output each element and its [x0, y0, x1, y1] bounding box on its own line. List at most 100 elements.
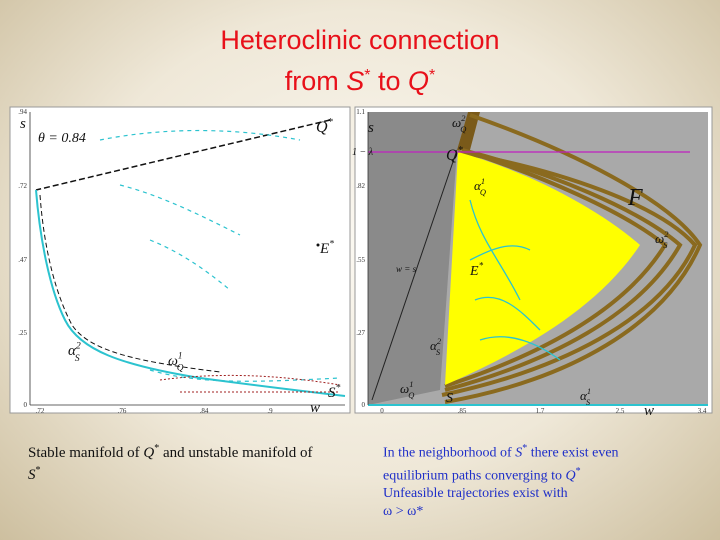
label-sup: * [458, 145, 464, 156]
label-sup: 1 [409, 379, 413, 389]
label-sub: Q [460, 124, 466, 134]
label-sup: * [479, 261, 484, 271]
y-tick-label: 0 [24, 401, 28, 409]
label-base: α [474, 178, 482, 193]
point [316, 243, 320, 247]
figure-label: w [644, 403, 654, 419]
figure-label: ω2 S [655, 229, 669, 250]
label-base: s [20, 116, 26, 132]
manifold-curve [35, 119, 331, 191]
x-tick-label: 0 [380, 407, 384, 415]
figure-label: α2 S [68, 340, 81, 364]
y-tick-label: .27 [356, 329, 365, 337]
y-tick-label: .82 [356, 182, 365, 190]
y-tick-label: 1.1 [356, 108, 365, 116]
x-tick-label: 1.7 [536, 407, 545, 415]
trajectory [159, 374, 341, 393]
label-sub: S [75, 353, 80, 364]
label-base: ω [400, 381, 409, 396]
figure-label: ω1 Q [168, 351, 184, 373]
y-tick-label: .94 [18, 108, 27, 116]
caption-line: In the neighborhood of S* there exist ev… [383, 440, 683, 485]
striped-region [441, 113, 703, 404]
y-tick-label: 0 [362, 401, 366, 409]
label-base: α [580, 388, 588, 403]
caption-text: there exist even equilibrium paths conve… [383, 445, 619, 484]
title-symbol: Q [408, 66, 430, 96]
x-tick-label: 3.4 [698, 407, 707, 415]
label-base: E [319, 241, 329, 257]
label-sub: S [586, 397, 591, 407]
figure-label: θ = 0.84 [38, 131, 86, 146]
figure-label: α1 Q [474, 176, 486, 197]
figure-label: α1 S [580, 386, 591, 407]
trajectory [469, 199, 561, 361]
label-sup: * [329, 238, 334, 249]
label-base: S [328, 385, 336, 401]
caption-text: In the neighborhood of [383, 445, 516, 461]
caption-symbol: S [28, 467, 36, 483]
title-symbol: S [346, 66, 365, 96]
label-base: w = s [396, 264, 417, 274]
figure-label: E* [319, 238, 334, 257]
caption-line: Unfeasible trajectories exist with [383, 486, 568, 502]
caption-text: and unstable manifold of [159, 445, 313, 461]
label-base: ω [452, 115, 461, 130]
manifold-curve [39, 194, 221, 373]
figure-label: ω2 Q [452, 113, 466, 134]
figure-label: ω1 Q [400, 379, 414, 400]
label-base: α [430, 338, 438, 353]
caption-symbol: S [515, 445, 523, 461]
label-sup: 2 [76, 340, 81, 351]
x-tick-label: .76 [118, 407, 127, 415]
figure-label: E* [469, 261, 484, 279]
label-base: S [446, 391, 453, 406]
x-tick-label: 2.5 [616, 407, 625, 415]
caption-left: Stable manifold of Q* and unstable manif… [28, 440, 328, 484]
title-text: from [284, 66, 347, 96]
title-text: to [370, 66, 409, 96]
label-base: α [68, 343, 77, 359]
trajectory [99, 129, 341, 382]
title-line: Heteroclinic connection [220, 25, 500, 55]
caption-line: ω > ω* [383, 504, 424, 520]
figure-label: 1 − λ [352, 147, 374, 158]
figure-label: w [310, 400, 320, 416]
title-sup: * [364, 67, 371, 84]
label-base: Q [316, 119, 328, 136]
caption-sup: * [575, 465, 581, 477]
caption-symbol: Q [565, 468, 576, 484]
label-sup: 2 [664, 229, 669, 239]
x-tick-label: .9 [267, 407, 273, 415]
x-tick-label: .85 [458, 407, 467, 415]
figure-label: S* [328, 382, 341, 401]
figure-label: Q* [446, 145, 464, 164]
figure-label: s [20, 116, 26, 132]
region [457, 112, 480, 150]
caption-sup: * [522, 443, 528, 454]
label-sup: 1 [587, 386, 591, 396]
figure-label: S [446, 391, 453, 406]
manifold-curve [35, 189, 346, 397]
caption-right: In the neighborhood of S* there exist ev… [383, 440, 683, 521]
caption-sup: * [35, 465, 41, 476]
label-sup: 2 [461, 113, 466, 123]
figure-label: s [368, 120, 374, 136]
label-sub: S [663, 240, 668, 250]
label-sup: 2 [437, 336, 442, 346]
label-sub: Q [408, 390, 414, 400]
label-base: Q [446, 147, 458, 164]
label-base: s [368, 120, 374, 136]
figure-label: α2 S [430, 336, 442, 357]
feasible-region [445, 152, 640, 385]
x-tick-label: .84 [200, 407, 209, 415]
label-sup: * [328, 117, 334, 128]
label-base: ω [168, 354, 178, 369]
y-tick-label: .72 [18, 182, 27, 190]
label-sup: * [336, 382, 341, 393]
label-sup: 1 [481, 176, 485, 186]
label-base: ω [655, 231, 664, 246]
label-base: w [310, 400, 320, 416]
